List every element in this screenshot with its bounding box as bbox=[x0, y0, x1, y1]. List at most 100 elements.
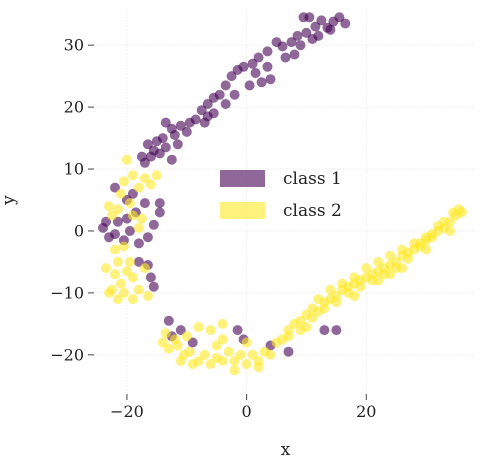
data-point-series-1 bbox=[148, 219, 159, 230]
data-point-series-2 bbox=[241, 359, 252, 370]
y-tick-label: 0 bbox=[74, 221, 84, 240]
data-point-series-2 bbox=[385, 269, 396, 280]
data-point-series-2 bbox=[139, 263, 150, 274]
data-point-series-2 bbox=[445, 226, 456, 236]
data-point-series-1 bbox=[172, 139, 183, 150]
data-point-series-2 bbox=[118, 287, 129, 298]
data-point-series-2 bbox=[325, 284, 336, 295]
data-point-series-1 bbox=[280, 52, 291, 63]
data-point-series-2 bbox=[104, 287, 114, 298]
data-point-series-2 bbox=[115, 278, 126, 289]
data-point-series-1 bbox=[112, 216, 123, 227]
data-point-series-2 bbox=[241, 337, 252, 348]
data-point-series-2 bbox=[247, 349, 258, 360]
data-point-series-2 bbox=[433, 221, 444, 231]
axis-ticks: −20 0 20 −20 −10 0 10 20 30 bbox=[50, 36, 376, 421]
data-point-series-2 bbox=[373, 256, 384, 267]
data-point-series-1 bbox=[142, 232, 153, 243]
data-point-series-2 bbox=[101, 263, 111, 274]
data-point-series-1 bbox=[133, 238, 144, 249]
data-point-series-2 bbox=[112, 256, 123, 267]
data-point-series-2 bbox=[187, 359, 198, 370]
data-point-series-2 bbox=[175, 356, 186, 366]
data-point-series-1 bbox=[253, 52, 264, 63]
data-point-series-1 bbox=[250, 68, 261, 78]
data-point-series-1 bbox=[295, 40, 306, 51]
data-point-series-1 bbox=[220, 99, 231, 109]
data-point-series-2 bbox=[184, 346, 195, 357]
data-point-series-1 bbox=[148, 281, 159, 292]
y-tick-label: 30 bbox=[64, 36, 84, 55]
data-point-series-1 bbox=[220, 80, 231, 91]
data-point-series-1 bbox=[196, 105, 207, 116]
legend-label: class 2 bbox=[283, 201, 342, 221]
data-point-series-2 bbox=[349, 291, 360, 301]
data-point-series-2 bbox=[355, 281, 366, 292]
data-point-series-2 bbox=[157, 337, 168, 348]
data-point-series-1 bbox=[98, 222, 108, 233]
data-point-series-1 bbox=[187, 337, 198, 348]
data-point-series-1 bbox=[232, 64, 243, 75]
data-point-series-1 bbox=[229, 89, 240, 100]
data-point-series-2 bbox=[457, 207, 467, 218]
y-tick-label: −10 bbox=[50, 283, 84, 302]
data-point-series-2 bbox=[145, 179, 156, 190]
data-point-series-2 bbox=[229, 365, 240, 376]
data-point-series-1 bbox=[283, 346, 294, 357]
data-point-series-2 bbox=[265, 349, 276, 360]
data-point-series-1 bbox=[160, 142, 171, 153]
data-point-series-1 bbox=[124, 226, 135, 236]
data-point-series-2 bbox=[112, 294, 123, 305]
data-point-series-2 bbox=[181, 331, 192, 342]
data-point-series-2 bbox=[301, 322, 312, 332]
data-point-series-2 bbox=[331, 297, 342, 308]
data-point-series-2 bbox=[139, 173, 150, 184]
legend-swatch bbox=[220, 202, 265, 219]
data-point-series-2 bbox=[421, 244, 432, 255]
data-point-series-2 bbox=[133, 182, 144, 193]
data-point-series-1 bbox=[145, 151, 156, 162]
data-point-series-1 bbox=[292, 30, 303, 41]
data-point-series-2 bbox=[205, 325, 216, 336]
data-point-series-2 bbox=[127, 272, 138, 283]
data-point-series-1 bbox=[244, 80, 255, 91]
data-point-series-1 bbox=[133, 256, 144, 267]
data-point-series-2 bbox=[217, 356, 228, 366]
data-point-series-1 bbox=[271, 37, 282, 48]
data-point-series-1 bbox=[154, 198, 165, 209]
data-point-series-2 bbox=[136, 213, 147, 224]
data-point-series-1 bbox=[142, 139, 153, 150]
data-point-series-1 bbox=[154, 207, 165, 218]
data-point-series-1 bbox=[166, 154, 177, 165]
legend: class 1 class 2 bbox=[220, 169, 342, 221]
data-point-series-1 bbox=[265, 74, 276, 85]
data-point-series-2 bbox=[124, 198, 135, 209]
data-point-series-2 bbox=[313, 294, 324, 305]
data-point-series-2 bbox=[127, 210, 138, 221]
data-point-series-2 bbox=[121, 154, 132, 165]
data-point-series-1 bbox=[175, 120, 186, 131]
y-tick-label: −20 bbox=[50, 345, 84, 364]
data-point-series-1 bbox=[319, 325, 330, 336]
data-point-series-2 bbox=[307, 312, 318, 323]
data-point-series-1 bbox=[316, 15, 327, 26]
data-point-series-1 bbox=[184, 117, 195, 128]
data-point-series-1 bbox=[325, 24, 336, 35]
data-point-series-2 bbox=[385, 250, 396, 261]
data-point-series-1 bbox=[232, 325, 243, 336]
data-point-series-1 bbox=[310, 21, 321, 32]
data-point-series-2 bbox=[133, 284, 144, 295]
data-point-series-2 bbox=[110, 269, 120, 280]
data-point-series-2 bbox=[160, 328, 171, 339]
data-point-series-1 bbox=[301, 27, 312, 38]
data-point-series-2 bbox=[397, 263, 408, 274]
data-point-series-2 bbox=[112, 204, 123, 215]
data-point-series-1 bbox=[286, 37, 297, 48]
data-point-series-1 bbox=[334, 12, 345, 23]
data-point-series-2 bbox=[127, 294, 138, 305]
data-point-series-1 bbox=[331, 325, 342, 336]
data-point-series-1 bbox=[247, 58, 258, 69]
data-point-series-1 bbox=[160, 117, 171, 128]
data-point-series-2 bbox=[283, 331, 294, 342]
